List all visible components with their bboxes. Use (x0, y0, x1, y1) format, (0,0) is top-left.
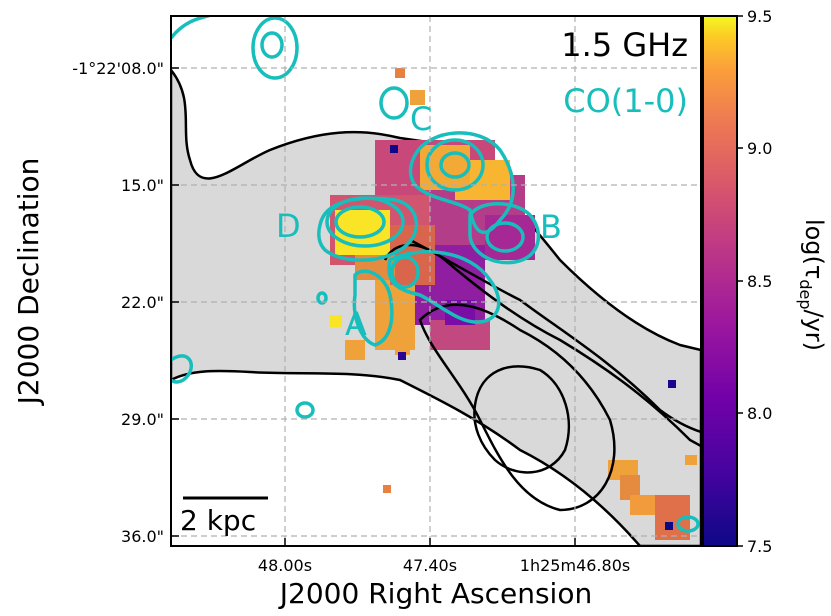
radio-contour (383, 243, 701, 448)
y-tick-label: 15.0" (121, 176, 164, 195)
y-tick-label: 22.0" (121, 293, 164, 312)
co-contour (379, 86, 409, 120)
scale-bar-label: 2 kpc (180, 504, 256, 537)
colorbar-title-subscript: dep (796, 279, 815, 309)
co-contour (352, 269, 394, 347)
colorbar-tick-label: 7.5 (747, 537, 772, 556)
co-contour (316, 291, 328, 305)
overlay-label: CO(1-0) (563, 82, 688, 120)
co-contour (171, 354, 193, 384)
colorbar-tick-label: 9.5 (747, 7, 772, 26)
radio-contour (473, 365, 570, 474)
co-contour (387, 250, 501, 324)
x-tick-label: 47.40s (403, 556, 457, 575)
radio-contours (383, 238, 701, 512)
x-tick-label: 1h25m46.80s (520, 556, 630, 575)
band-label: 1.5 GHz (561, 26, 688, 64)
x-axis-title: J2000 Right Ascension (278, 577, 592, 610)
co-contour (676, 515, 700, 533)
co-contour (171, 16, 215, 40)
y-tick-label: 29.0" (121, 410, 164, 429)
colorbar-tick-label: 9.0 (747, 139, 772, 158)
region-label-a: A (345, 305, 367, 343)
co-contour (334, 205, 386, 239)
colorbar-tick-label: 8.5 (747, 272, 772, 291)
co-contour (295, 401, 315, 419)
x-tick-label: 48.00s (258, 556, 312, 575)
y-tick-label: -1°22'08.0" (72, 59, 164, 78)
region-label-c: C (410, 100, 432, 138)
plot-area (170, 15, 702, 547)
co-contour (325, 196, 405, 248)
region-label-b: B (540, 208, 562, 246)
grid-lines (171, 16, 701, 546)
co-contour (251, 16, 299, 80)
co-contour (439, 151, 471, 179)
colorbar-gradient (702, 15, 738, 547)
colorbar-title-tail: /yr) (800, 310, 828, 352)
colorbar-tick-label: 8.0 (747, 404, 772, 423)
region-label-d: D (276, 207, 301, 245)
co-contour (260, 31, 284, 59)
axis-ticks (171, 67, 576, 546)
radio-contour (418, 303, 616, 512)
co-contour (390, 255, 420, 289)
co-contour (468, 202, 541, 265)
co-contour (425, 138, 485, 192)
co-contours (171, 16, 700, 533)
y-tick-label: 36.0" (121, 527, 164, 546)
radio-contour (409, 238, 701, 434)
plot-frame (170, 15, 702, 547)
colorbar-title: log(τdep/yr) (796, 219, 828, 351)
colorbar-title-main: log(τ (800, 219, 828, 279)
co-contour (485, 221, 525, 253)
colorbar: 9.5 9.0 8.5 8.0 7.5 log(τdep/yr) (702, 7, 828, 556)
y-axis-title: J2000 Declination (12, 158, 45, 407)
